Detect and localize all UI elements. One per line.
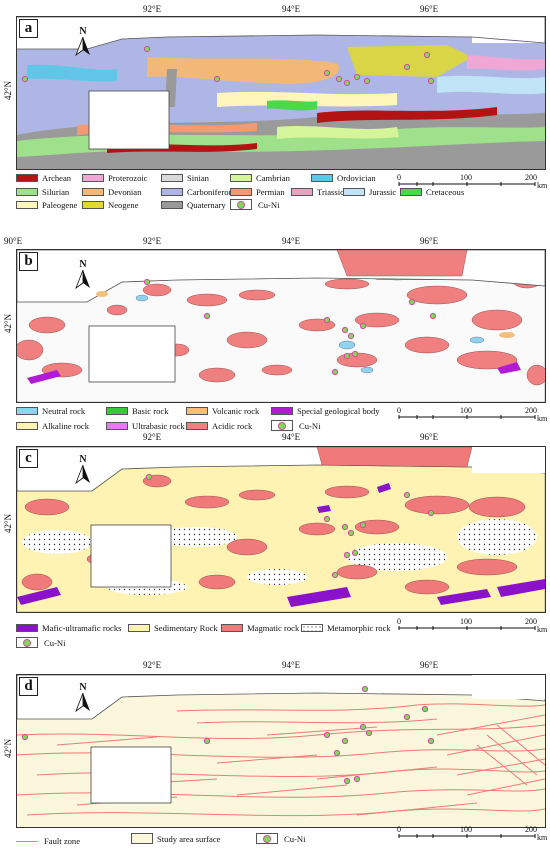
cuni-dot-icon [237, 200, 245, 209]
scale-bar: 0 100 200 km [397, 173, 548, 190]
lon-label-92: 92°E [143, 432, 162, 442]
cuni-dot-icon [23, 638, 31, 647]
legend-item: Permian [230, 187, 285, 197]
lat-label-42: 42°N [3, 80, 13, 100]
lon-label-94: 94°E [282, 432, 301, 442]
legend-item: Cambrian [230, 173, 290, 183]
cuni-dot-icon [263, 834, 271, 843]
lon-label-92: 92°E [143, 236, 162, 246]
legend-item: Sedimentary Rock [128, 623, 218, 633]
lon-label-94: 94°E [282, 236, 301, 246]
lon-label-96: 96°E [420, 236, 439, 246]
lat-label-42: 42°N [3, 513, 13, 533]
legend-item: Archean [16, 173, 71, 183]
north-arrow-icon: N [72, 454, 94, 485]
panel-c: 92°E 94°E 96°E 42°N [0, 430, 550, 660]
legend-item: Cretaceous [400, 187, 464, 197]
scale-bar: 0 100 200 km [397, 825, 548, 842]
legend-item: Basic rock [106, 406, 169, 416]
lon-label-90: 90°E [4, 236, 23, 246]
legend-item: Silurian [16, 187, 69, 197]
legend-d: Fault zone Study area surface Cu-Ni [16, 833, 396, 849]
lat-label-42: 42°N [3, 313, 13, 333]
legend-item-cuni: Cu-Ni [230, 199, 279, 210]
panel-label-c: c [19, 449, 38, 468]
panel-a: 92°E 94°E 96°E 42°N [0, 0, 550, 213]
map-d: d N [16, 674, 546, 828]
legend-item-cuni: Cu-Ni [271, 420, 320, 431]
scale-bar: 0 100 200 km [397, 406, 548, 423]
legend-item: Carboniferous [161, 187, 236, 197]
legend-item: Special geological body [271, 406, 380, 416]
legend-item: Paleogene [16, 200, 77, 210]
legend-item: Triassic [291, 187, 344, 197]
legend-item-cuni: Cu-Ni [256, 833, 305, 844]
legend-item: Jurassic [343, 187, 396, 197]
legend-a: Archean Proterozoic Sinian Cambrian Ordo… [16, 173, 396, 213]
legend-item: Magmatic rock [221, 623, 299, 633]
legend-item: Study area surface [131, 833, 220, 844]
legend-b: Neutral rock Basic rock Volcanic rock Sp… [16, 406, 396, 436]
panel-label-a: a [19, 19, 38, 38]
legend-item-fault: Fault zone [16, 836, 80, 846]
legend-item: Devonian [82, 187, 141, 197]
legend-item: Proterozoic [82, 173, 148, 183]
legend-c: Mafic-ultramafic rocks Sedimentary Rock … [16, 623, 396, 653]
map-b: b N [16, 249, 546, 403]
lon-label-96: 96°E [420, 4, 439, 14]
panel-label-b: b [19, 252, 38, 271]
legend-item: Ordovician [311, 173, 376, 183]
legend-item: Quaternary [161, 200, 226, 210]
legend-item: Ultrabasic rock [106, 421, 185, 431]
north-arrow-icon: N [72, 682, 94, 713]
panel-b: 90°E 92°E 94°E 96°E 42°N [0, 215, 550, 431]
lon-label-94: 94°E [282, 660, 301, 670]
lon-label-94: 94°E [282, 4, 301, 14]
legend-item: Metamorphic rock [301, 623, 391, 633]
map-c: c N [16, 446, 546, 613]
lon-label-92: 92°E [143, 660, 162, 670]
lon-label-92: 92°E [143, 4, 162, 14]
lon-label-96: 96°E [420, 432, 439, 442]
cuni-dot-icon [278, 421, 286, 430]
legend-item-cuni: Cu-Ni [16, 637, 65, 648]
legend-item: Volcanic rock [186, 406, 259, 416]
legend-item: Acidic rock [186, 421, 252, 431]
legend-item: Alkaline rock [16, 421, 89, 431]
legend-item: Sinian [161, 173, 209, 183]
panel-label-d: d [19, 677, 38, 696]
north-arrow-icon: N [72, 26, 94, 57]
north-arrow-icon: N [72, 259, 94, 290]
map-a: a N [16, 16, 546, 170]
scale-bar: 0 100 200 km [397, 617, 548, 634]
legend-item: Neogene [82, 200, 139, 210]
legend-item: Neutral rock [16, 406, 85, 416]
lon-label-96: 96°E [420, 660, 439, 670]
panel-d: 92°E 94°E 96°E 42°N [0, 658, 550, 850]
legend-item: Mafic-ultramafic rocks [16, 623, 121, 633]
lat-label-42: 42°N [3, 738, 13, 758]
